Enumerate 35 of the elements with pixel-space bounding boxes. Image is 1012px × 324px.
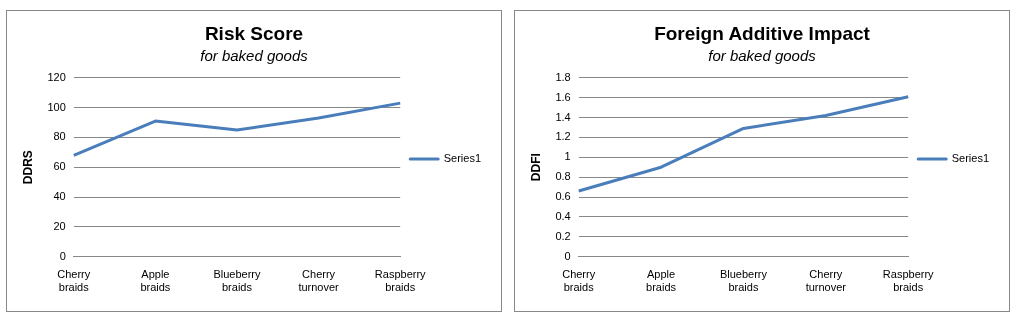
x-tick-label: Raspberry braids	[882, 268, 935, 294]
y-tick-label: 0	[564, 249, 571, 262]
y-tick-label: 1	[564, 150, 571, 163]
y-tick-label: 100	[47, 100, 66, 113]
y-tick-label: 120	[47, 70, 66, 83]
y-tick-label: 80	[53, 130, 66, 143]
y-tick-label: 0.4	[555, 209, 571, 222]
y-tick-label: 1.6	[555, 90, 571, 103]
chart-subtitle: for baked goods	[200, 46, 309, 64]
legend-label: Series1	[951, 152, 989, 165]
x-tick-label: Apple braids	[140, 268, 171, 294]
y-tick-label: 60	[53, 160, 66, 173]
legend-label: Series1	[443, 152, 481, 165]
y-tick-label: 1.2	[555, 130, 571, 143]
x-tick-label: Blueberry braids	[719, 268, 768, 294]
x-tick-label: Blueberry braids	[213, 268, 262, 294]
x-tick-label: Apple braids	[646, 268, 677, 294]
x-tick-label: Cherry turnover	[805, 268, 847, 294]
x-tick-label: Cherry braids	[562, 268, 596, 294]
x-tick-label: Cherry turnover	[298, 268, 340, 294]
y-tick-label: 0.2	[555, 229, 571, 242]
y-tick-label: 1.4	[555, 110, 571, 123]
y-tick-label: 0.6	[555, 190, 571, 203]
y-axis-title: DDRS	[20, 150, 35, 185]
chart-title: Risk Score	[204, 22, 304, 44]
y-tick-label: 20	[53, 219, 66, 232]
chart-title: Foreign Additive Impact	[654, 22, 871, 44]
x-tick-label: Cherry braids	[57, 268, 91, 294]
y-tick-label: 1.8	[555, 70, 571, 83]
y-axis-title: DDFI	[528, 153, 543, 182]
chart-subtitle: for baked goods	[708, 46, 817, 64]
x-tick-label: Raspberry braids	[374, 268, 427, 294]
y-tick-label: 0	[59, 249, 66, 262]
y-tick-label: 40	[53, 190, 66, 203]
y-tick-label: 0.8	[555, 170, 571, 183]
